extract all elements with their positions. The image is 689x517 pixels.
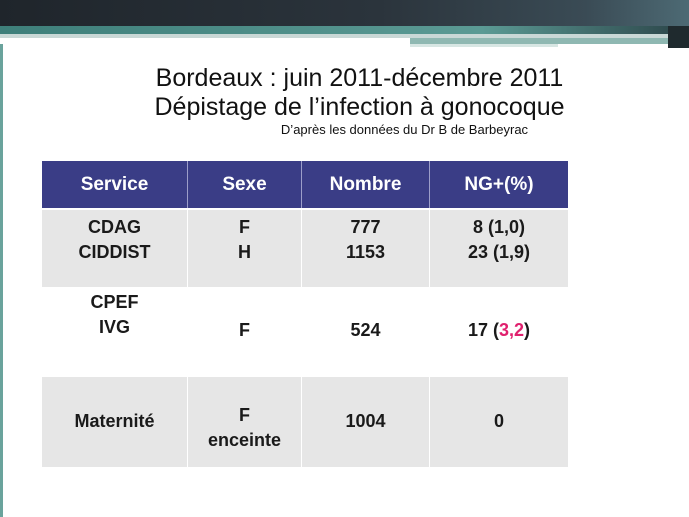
cell-sexe: F enceinte	[188, 377, 302, 467]
service-value: IVG	[98, 317, 130, 337]
screening-table: Service Sexe Nombre NG+(%) CDAG CIDDIST …	[42, 161, 568, 467]
table-header-row: Service Sexe Nombre NG+(%)	[42, 161, 568, 208]
cell-nombre: 1004	[302, 377, 430, 467]
decorative-band	[0, 26, 689, 34]
nombre-value: 1004	[345, 411, 386, 431]
table-row: CPEF IVG F 524 17 (3,2)	[42, 287, 568, 377]
nombre-value: 777	[350, 217, 381, 237]
sexe-value: H	[238, 242, 251, 262]
decorative-band	[410, 44, 558, 47]
table-row: Maternité F enceinte 1004 0	[42, 377, 568, 467]
decorative-band	[0, 34, 689, 38]
column-header-service: Service	[42, 161, 188, 208]
sexe-value: F	[239, 405, 250, 425]
sexe-value: F	[239, 217, 250, 237]
service-value: CPEF	[90, 292, 139, 312]
nombre-value: 524	[350, 320, 381, 340]
ng-value: 23 (1,9)	[467, 242, 531, 262]
column-header-sexe: Sexe	[188, 161, 302, 208]
cell-sexe: F	[188, 287, 302, 377]
cell-nombre: 777 1153	[302, 210, 430, 287]
row-separator	[42, 208, 568, 210]
cell-service: CPEF IVG	[42, 287, 188, 377]
ng-value: 8 (1,0)	[472, 217, 526, 237]
cell-sexe: F H	[188, 210, 302, 287]
ng-highlighted-percent: 3,2	[499, 320, 525, 340]
ng-prefix: 17 (	[467, 320, 499, 340]
table-row: CDAG CIDDIST F H 777 1153 8 (1,0) 23 (1,…	[42, 210, 568, 287]
service-value: Maternité	[74, 411, 155, 431]
ng-suffix: )	[524, 320, 531, 340]
decorative-corner	[668, 26, 689, 48]
cell-ng: 8 (1,0) 23 (1,9)	[430, 210, 568, 287]
slide-title-block: Bordeaux : juin 2011-décembre 2011 Dépis…	[0, 64, 689, 138]
cell-ng: 17 (3,2)	[430, 287, 568, 377]
service-value: CDAG	[88, 217, 141, 237]
cell-service: Maternité	[42, 377, 188, 467]
decorative-band	[410, 38, 689, 44]
left-edge-accent	[0, 44, 3, 517]
slide-subtitle: D’après les données du Dr B de Barbeyrac	[280, 122, 529, 137]
sexe-value: enceinte	[207, 430, 282, 450]
sexe-value: F	[239, 320, 250, 340]
ng-value: 0	[493, 411, 504, 431]
slide-title: Bordeaux : juin 2011-décembre 2011	[155, 64, 564, 92]
column-header-ng: NG+(%)	[464, 174, 534, 195]
nombre-value: 1153	[345, 242, 386, 262]
cell-nombre: 524	[302, 287, 430, 377]
cell-ng: 0	[430, 377, 568, 467]
top-decorative-bar	[0, 0, 689, 26]
cell-service: CDAG CIDDIST	[42, 210, 188, 287]
slide-title-line2: Dépistage de l’infection à gonocoque	[154, 93, 565, 121]
ng-value: 17 (3,2)	[468, 318, 530, 343]
column-header-nombre: Nombre	[302, 161, 430, 208]
service-value: CIDDIST	[78, 242, 151, 262]
